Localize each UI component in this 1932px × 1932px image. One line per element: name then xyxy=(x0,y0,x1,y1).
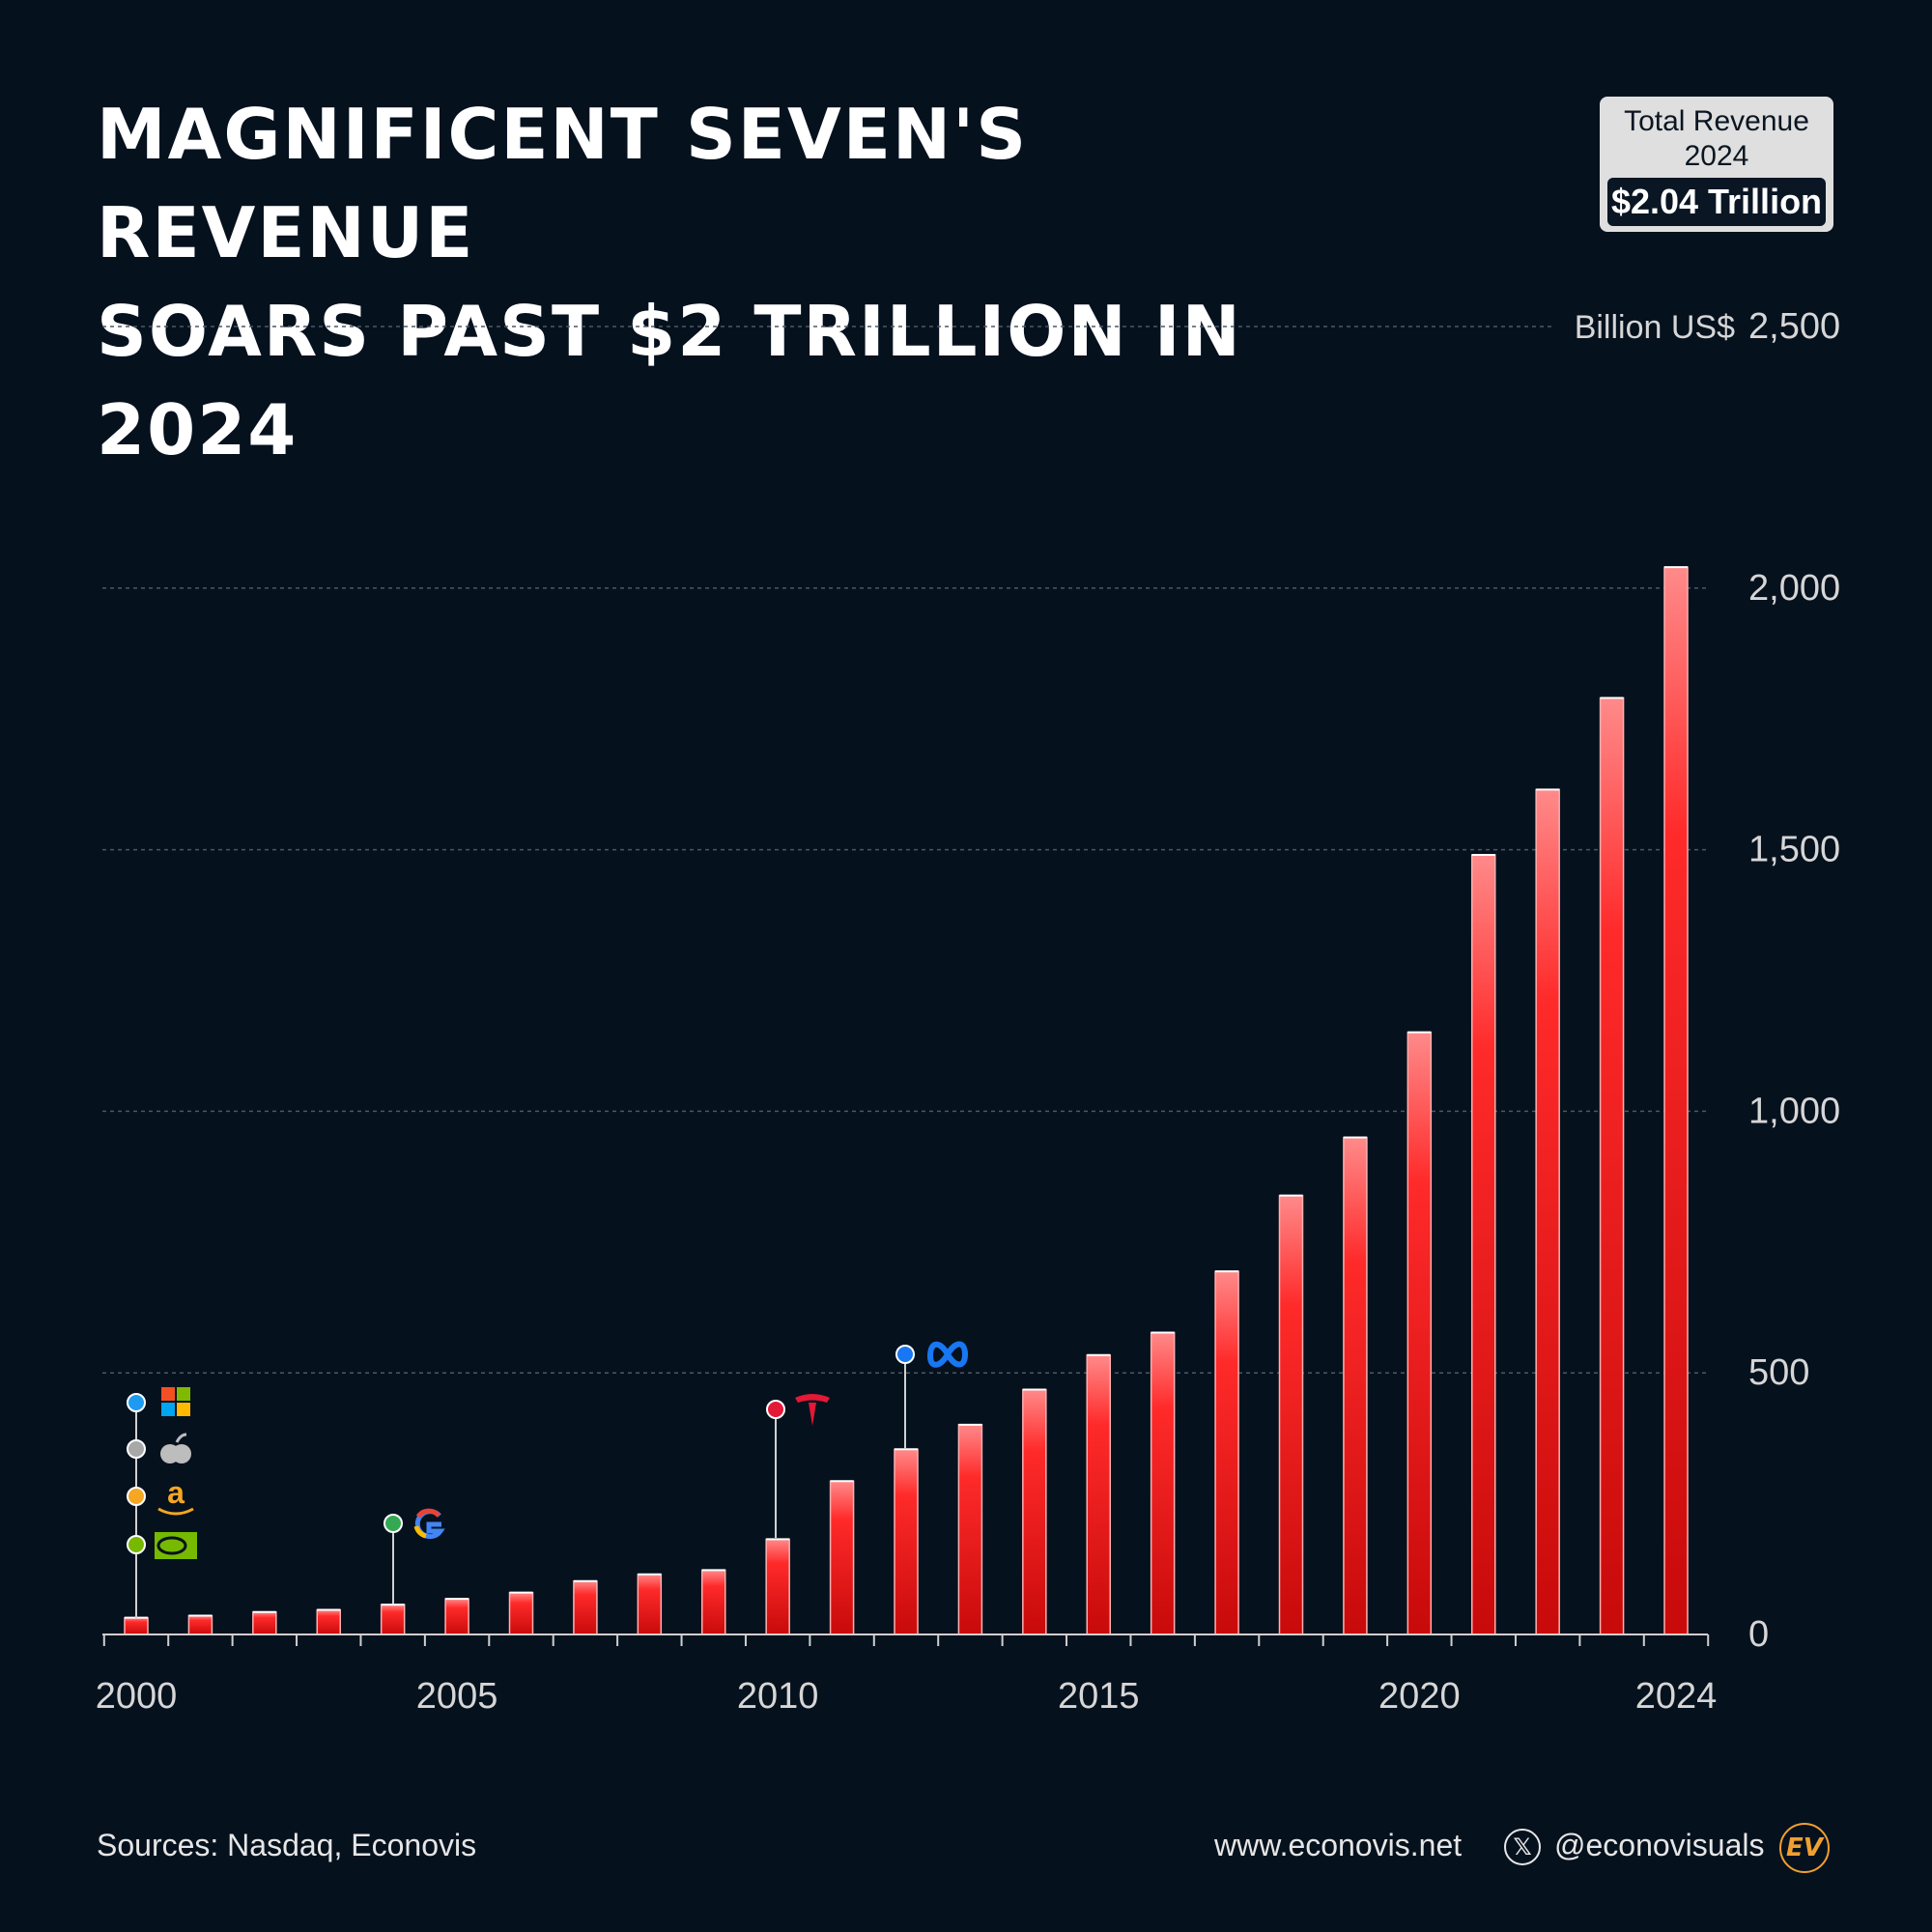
total-revenue-label-year: 2024 xyxy=(1684,140,1749,172)
google-icon xyxy=(413,1508,445,1540)
total-revenue-label-line1: Total Revenue xyxy=(1624,105,1809,137)
y-tick-label: 1,500 xyxy=(1748,830,1840,870)
marker-dot-nvidia xyxy=(127,1535,146,1554)
social-handle[interactable]: @econovisuals xyxy=(1554,1828,1765,1862)
marker-dot-apple xyxy=(127,1439,146,1459)
amazon-icon: a xyxy=(157,1475,194,1516)
y-tick-label: 500 xyxy=(1748,1352,1809,1393)
bar-2006[interactable] xyxy=(508,1591,534,1635)
bar-2024[interactable] xyxy=(1663,566,1689,1635)
bar-2022[interactable] xyxy=(1535,788,1560,1635)
bar-2023[interactable] xyxy=(1599,696,1625,1635)
bar-2014[interactable] xyxy=(1022,1388,1047,1635)
tesla-icon xyxy=(795,1394,830,1426)
x-icon[interactable]: 𝕏 xyxy=(1504,1829,1541,1865)
y-axis-labels: 0 500 1,000 1,500 2,000 2,500 xyxy=(1748,306,1840,1655)
apple-icon xyxy=(160,1433,191,1463)
bar-2012[interactable] xyxy=(894,1448,919,1635)
bar-2000[interactable] xyxy=(124,1616,149,1635)
marker-dot-microsoft xyxy=(127,1393,146,1412)
marker-dot-meta xyxy=(895,1345,915,1364)
x-axis-labels: 2000 2005 2010 2015 2020 2024 xyxy=(96,1676,1718,1717)
bar-2009[interactable] xyxy=(701,1569,726,1635)
x-tick-label: 2024 xyxy=(1635,1676,1718,1717)
bar-2008[interactable] xyxy=(637,1573,663,1635)
y-tick-label: 1,000 xyxy=(1748,1091,1840,1131)
marker-dot-tesla xyxy=(766,1400,785,1419)
bar-2015[interactable] xyxy=(1086,1354,1111,1635)
bar-2010[interactable] xyxy=(765,1538,790,1635)
econovis-logo: EV xyxy=(1779,1823,1830,1873)
marker-dot-amazon xyxy=(127,1487,146,1506)
bar-2004[interactable] xyxy=(380,1604,406,1635)
bar-2002[interactable] xyxy=(252,1610,277,1635)
y-axis-unit-label: Billion US$ xyxy=(1575,309,1735,346)
bar-2001[interactable] xyxy=(187,1614,213,1635)
x-tick-label: 2010 xyxy=(737,1676,819,1717)
x-tick-label: 2005 xyxy=(416,1676,498,1717)
x-tick-label: 2000 xyxy=(96,1676,178,1717)
sources-note: Sources: Nasdaq, Econovis xyxy=(97,1828,477,1862)
bar-2019[interactable] xyxy=(1343,1136,1368,1635)
company-markers: a xyxy=(127,1341,969,1618)
total-revenue-box: Total Revenue 2024 $2.04 Trillion xyxy=(1600,97,1833,232)
bar-2021[interactable] xyxy=(1471,854,1496,1635)
svg-text:a: a xyxy=(167,1475,185,1510)
total-revenue-value: $2.04 Trillion xyxy=(1607,178,1826,226)
total-revenue-label: Total Revenue 2024 xyxy=(1600,97,1833,174)
bars xyxy=(124,566,1689,1635)
bar-2013[interactable] xyxy=(957,1424,983,1635)
x-axis xyxy=(102,1634,1710,1646)
marker-dot-google xyxy=(384,1514,403,1533)
title-line-2: SOARS PAST $2 TRILLION IN 2024 xyxy=(97,291,1242,470)
meta-icon xyxy=(926,1341,969,1368)
bar-2005[interactable] xyxy=(444,1598,469,1635)
bar-2018[interactable] xyxy=(1278,1194,1304,1635)
x-tick-label: 2020 xyxy=(1378,1676,1461,1717)
microsoft-icon xyxy=(161,1387,190,1416)
website-link[interactable]: www.econovis.net xyxy=(1214,1828,1463,1862)
bar-2011[interactable] xyxy=(829,1480,855,1635)
y-tick-label: 0 xyxy=(1748,1614,1769,1655)
title-line-1: MAGNIFICENT SEVEN'S REVENUE xyxy=(97,94,1029,273)
bar-2020[interactable] xyxy=(1406,1031,1433,1635)
revenue-bar-chart: 0 500 1,000 1,500 2,000 2,500 2000 2005 2010 201… xyxy=(96,306,1840,1717)
y-tick-label: 2,000 xyxy=(1748,568,1840,609)
bar-2003[interactable] xyxy=(316,1608,341,1635)
bar-2017[interactable] xyxy=(1214,1270,1239,1635)
bar-2007[interactable] xyxy=(573,1580,598,1635)
y-tick-label: 2,500 xyxy=(1748,306,1840,347)
nvidia-icon xyxy=(155,1532,197,1559)
grid-lines xyxy=(102,326,1708,1374)
bar-2016[interactable] xyxy=(1150,1331,1176,1635)
chart-title: MAGNIFICENT SEVEN'S REVENUE SOARS PAST $… xyxy=(97,85,1352,479)
x-tick-label: 2015 xyxy=(1058,1676,1140,1717)
